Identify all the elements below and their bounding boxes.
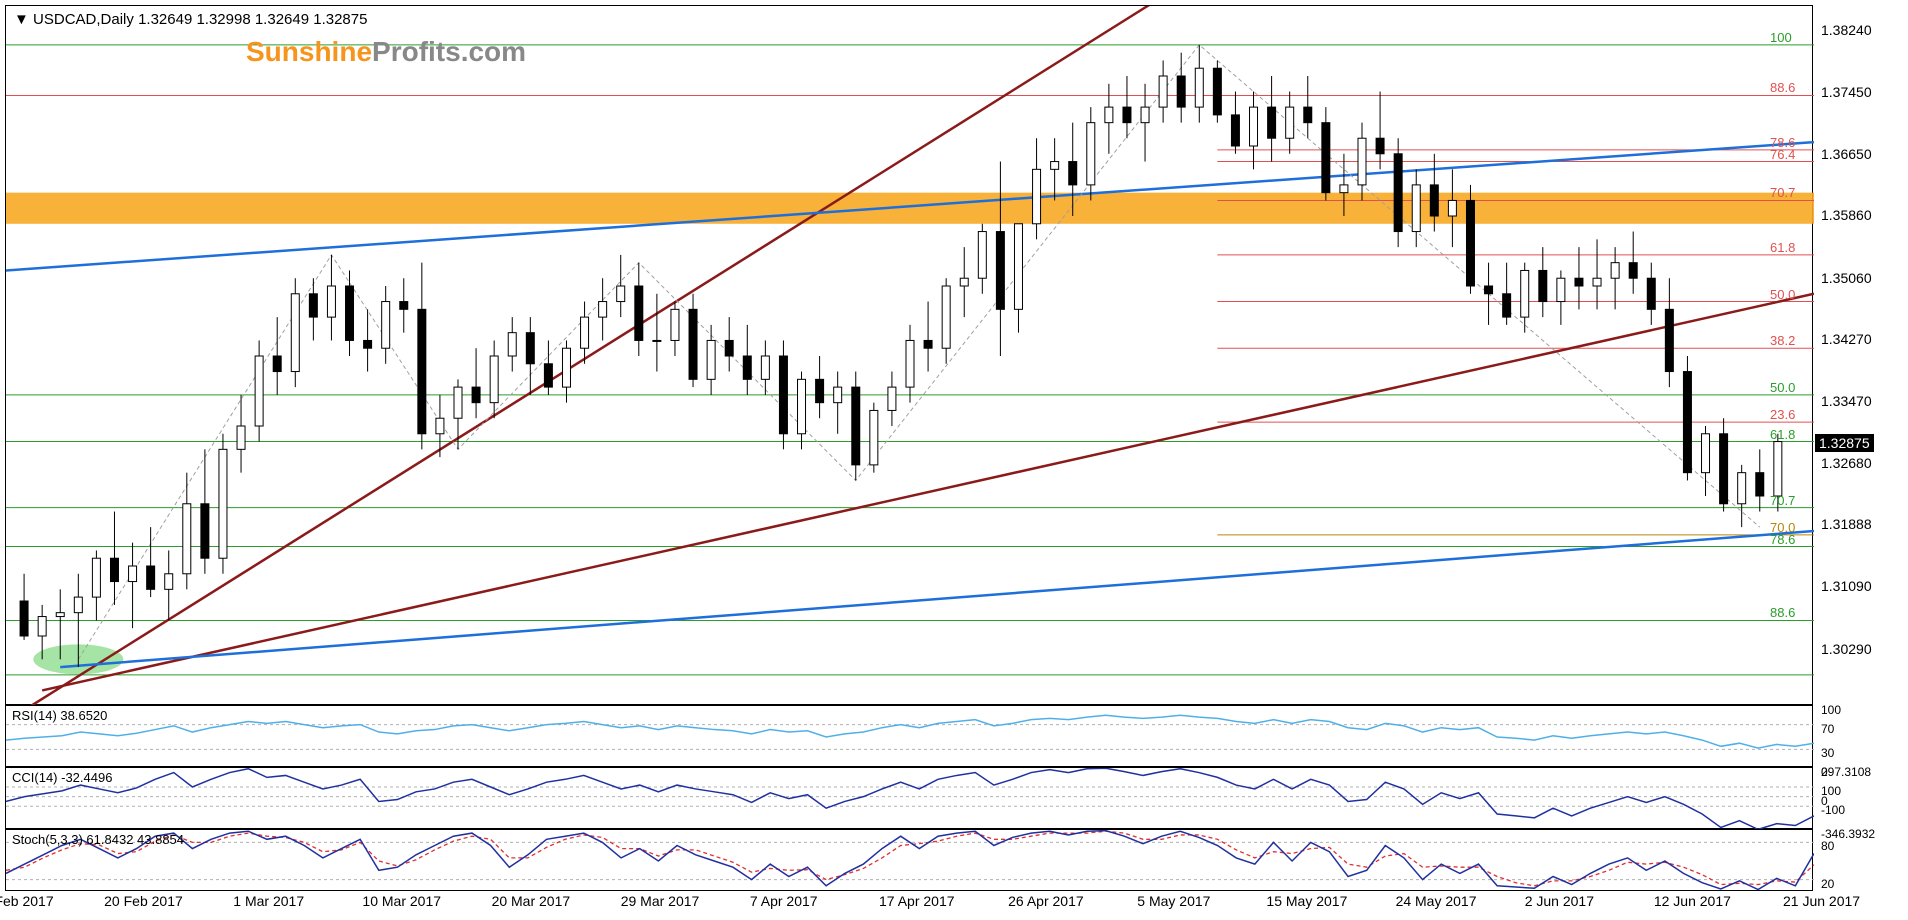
stoch-svg	[6, 830, 1814, 892]
date-tick: 7 Apr 2017	[750, 893, 818, 909]
date-tick: 20 Mar 2017	[492, 893, 571, 909]
stoch-panel[interactable]: Stoch(5,3,3) 61.8432 43.8854	[5, 829, 1813, 891]
price-tick: 1.31090	[1821, 578, 1872, 594]
date-tick: 17 Apr 2017	[879, 893, 955, 909]
date-tick: 21 Jun 2017	[1783, 893, 1860, 909]
date-tick: 29 Mar 2017	[621, 893, 700, 909]
stoch-tick: 80	[1821, 839, 1834, 853]
fib-level-red: 50.0	[1770, 287, 1795, 302]
cci-svg	[6, 768, 1814, 830]
fib-level-green: 100	[1770, 30, 1792, 45]
watermark: SunshineProfits.com	[246, 36, 526, 68]
fib-level-green: 61.8	[1770, 427, 1795, 442]
cci-tick: -100	[1821, 803, 1845, 817]
rsi-tick: 70	[1821, 722, 1834, 736]
date-tick: 1 Mar 2017	[233, 893, 304, 909]
fib-level-red: 76.4	[1770, 147, 1795, 162]
fib-level-green: 88.6	[1770, 605, 1795, 620]
current-price-marker: 1.32875	[1815, 434, 1874, 452]
price-tick: 1.31888	[1821, 516, 1872, 532]
fib-level-red: 88.6	[1770, 80, 1795, 95]
fib-level-red: 61.8	[1770, 240, 1795, 255]
fib-level-red: 38.2	[1770, 333, 1795, 348]
fib-level-red: 70.0	[1770, 520, 1795, 535]
stoch-tick: 20	[1821, 877, 1834, 891]
rsi-label: RSI(14) 38.6520	[12, 708, 107, 723]
date-tick: 15 May 2017	[1266, 893, 1347, 909]
cci-label: CCI(14) -32.4496	[12, 770, 112, 785]
price-tick: 1.33470	[1821, 393, 1872, 409]
date-tick: 10 Mar 2017	[362, 893, 441, 909]
date-tick: 10 Feb 2017	[0, 893, 54, 909]
price-tick: 1.30290	[1821, 641, 1872, 657]
rsi-svg	[6, 706, 1814, 768]
date-tick: 2 Jun 2017	[1525, 893, 1594, 909]
date-tick: 20 Feb 2017	[104, 893, 183, 909]
chart-container: ▼ USDCAD,Daily 1.32649 1.32998 1.32649 1…	[0, 0, 1908, 920]
main-price-panel[interactable]: ▼ USDCAD,Daily 1.32649 1.32998 1.32649 1…	[5, 5, 1813, 705]
rsi-panel[interactable]: RSI(14) 38.6520	[5, 705, 1813, 767]
price-tick: 1.35060	[1821, 270, 1872, 286]
date-tick: 26 Apr 2017	[1008, 893, 1084, 909]
fib-level-green: 50.0	[1770, 380, 1795, 395]
stoch-label: Stoch(5,3,3) 61.8432 43.8854	[12, 832, 184, 847]
price-tick: 1.34270	[1821, 331, 1872, 347]
price-tick: 1.38240	[1821, 22, 1872, 38]
fib-level-red: 23.6	[1770, 407, 1795, 422]
fib-level-red: 70.7	[1770, 185, 1795, 200]
chart-title: ▼ USDCAD,Daily 1.32649 1.32998 1.32649 1…	[14, 11, 367, 28]
date-tick: 12 Jun 2017	[1654, 893, 1731, 909]
price-tick: 1.37450	[1821, 84, 1872, 100]
date-tick: 24 May 2017	[1396, 893, 1477, 909]
date-axis: 10 Feb 201720 Feb 20171 Mar 201710 Mar 2…	[5, 891, 1813, 916]
rsi-tick: 30	[1821, 746, 1834, 760]
price-tick: 1.36650	[1821, 146, 1872, 162]
rsi-tick: 100	[1821, 703, 1841, 717]
cci-panel[interactable]: CCI(14) -32.4496	[5, 767, 1813, 829]
main-chart-svg	[6, 6, 1814, 706]
cci-tick: 297.3108	[1821, 765, 1871, 779]
price-tick: 1.35860	[1821, 207, 1872, 223]
fib-level-green: 70.7	[1770, 493, 1795, 508]
date-tick: 5 May 2017	[1137, 893, 1210, 909]
price-tick: 1.32680	[1821, 455, 1872, 471]
